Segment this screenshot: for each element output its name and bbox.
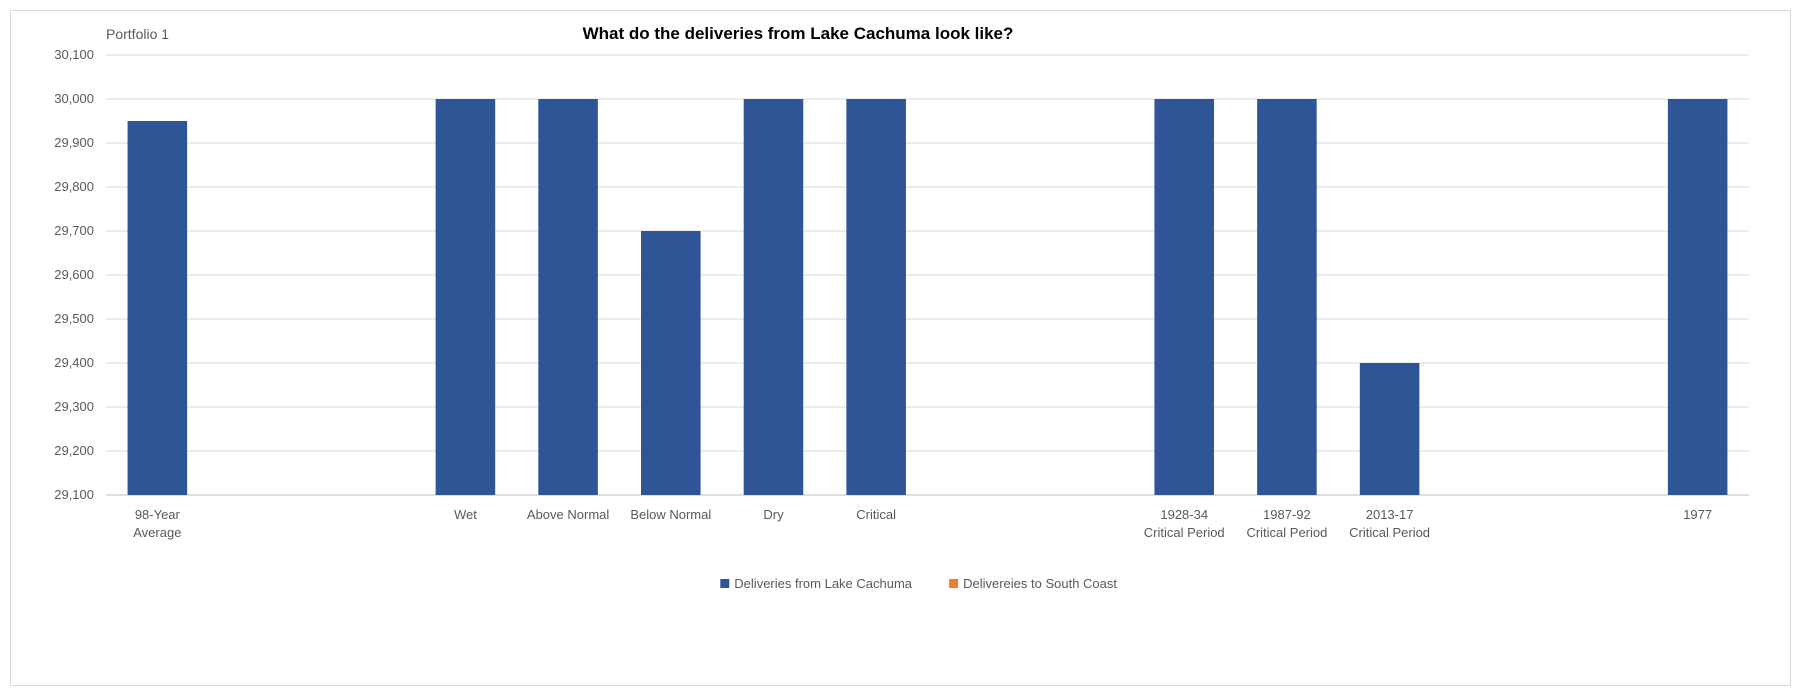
- x-category-label: Average: [133, 525, 181, 540]
- portfolio-label: Portfolio 1: [106, 26, 169, 42]
- x-category-label: 2013-17: [1366, 507, 1414, 522]
- bar: [1257, 99, 1317, 495]
- x-category-label: 98-Year: [135, 507, 181, 522]
- y-axis-tick-labels: 29,100 29,200 29,300 29,400 29,500 29,600 29,7…: [54, 47, 94, 502]
- y-tick-label: 29,500: [54, 311, 94, 326]
- legend-label: Delivereies to South Coast: [963, 576, 1117, 591]
- y-tick-label: 29,400: [54, 355, 94, 370]
- legend-label: Deliveries from Lake Cachuma: [734, 576, 913, 591]
- y-tick-label: 30,000: [54, 91, 94, 106]
- x-category-label: 1977: [1683, 507, 1712, 522]
- bar: [538, 99, 598, 495]
- y-tick-label: 29,300: [54, 399, 94, 414]
- y-tick-label: 29,900: [54, 135, 94, 150]
- x-category-label: Above Normal: [527, 507, 609, 522]
- chart-title: What do the deliveries from Lake Cachuma…: [583, 24, 1014, 43]
- x-category-label: Below Normal: [630, 507, 711, 522]
- x-category-label: Critical: [856, 507, 896, 522]
- gridlines: [106, 54, 1749, 496]
- x-category-label: Dry: [763, 507, 784, 522]
- bar: [641, 231, 701, 495]
- x-category-label: 1928-34: [1160, 507, 1208, 522]
- y-tick-label: 29,600: [54, 267, 94, 282]
- bar: [1667, 99, 1728, 495]
- legend-swatch: [949, 579, 959, 588]
- y-tick-label: 30,100: [54, 47, 94, 62]
- x-category-label: Critical Period: [1349, 525, 1430, 540]
- y-tick-label: 29,800: [54, 179, 94, 194]
- bar: [1359, 363, 1420, 495]
- x-category-label: Critical Period: [1246, 525, 1327, 540]
- chart-frame: Portfolio 1 What do the deliveries from …: [10, 10, 1791, 686]
- bar: [1154, 99, 1214, 495]
- x-category-label: Critical Period: [1144, 525, 1225, 540]
- legend: Deliveries from Lake Cachuma Delivereies …: [720, 576, 1117, 591]
- y-tick-label: 29,700: [54, 223, 94, 238]
- chart-svg: Portfolio 1 What do the deliveries from …: [54, 24, 1749, 591]
- bar: [846, 99, 906, 495]
- bar: [743, 99, 804, 495]
- bar: [127, 121, 188, 495]
- y-tick-label: 29,200: [54, 443, 94, 458]
- bars: [127, 99, 1728, 495]
- y-tick-label: 29,100: [54, 487, 94, 502]
- x-category-label: Wet: [454, 507, 477, 522]
- legend-swatch: [720, 579, 730, 588]
- x-category-label: 1987-92: [1263, 507, 1311, 522]
- bar: [435, 99, 496, 495]
- x-axis-category-labels: 98-Year Average Wet Above Normal Below Norma…: [133, 507, 1712, 540]
